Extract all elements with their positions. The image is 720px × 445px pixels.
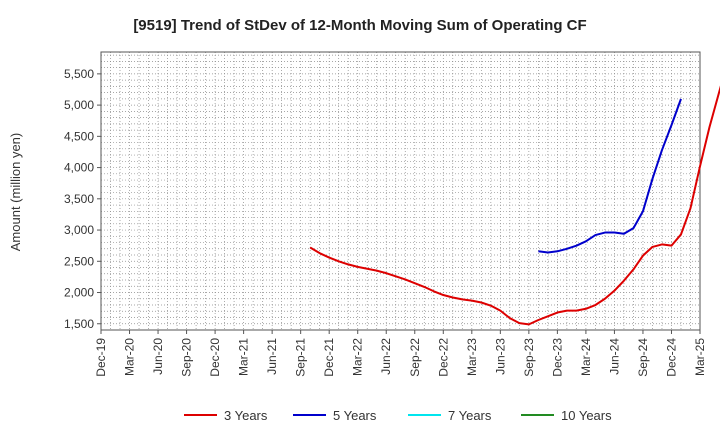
- x-tick-label: Jun-21: [265, 338, 279, 375]
- legend-item-10-years: 10 Years: [521, 408, 612, 423]
- x-tick-label: Jun-22: [379, 338, 393, 375]
- x-tick-label: Mar-23: [465, 338, 479, 376]
- x-tick-label: Jun-23: [493, 338, 507, 375]
- legend-label: 10 Years: [561, 408, 612, 423]
- y-tick-label: 3,000: [64, 223, 94, 237]
- x-tick-label: Dec-22: [436, 338, 450, 377]
- legend-label: 5 Years: [333, 408, 377, 423]
- x-tick-label: Mar-25: [693, 338, 707, 376]
- x-tick-label: Dec-19: [94, 338, 108, 377]
- y-tick-label: 1,500: [64, 317, 94, 331]
- x-tick-label: Mar-21: [237, 338, 251, 376]
- y-tick-label: 5,500: [64, 67, 94, 81]
- x-tick-label: Sep-21: [294, 338, 308, 377]
- x-tick-label: Sep-20: [180, 338, 194, 377]
- x-tick-label: Mar-20: [123, 338, 137, 376]
- legend-label: 3 Years: [224, 408, 268, 423]
- x-tick-label: Sep-24: [636, 338, 650, 377]
- legend: 3 Years 5 Years 7 Years 10 Years: [184, 408, 612, 423]
- y-tick-label: 4,000: [64, 161, 94, 175]
- plot-frame: [100, 51, 701, 331]
- series-line-3-years: [309, 85, 720, 326]
- x-tick-label: Dec-20: [208, 338, 222, 377]
- legend-label: 7 Years: [448, 408, 492, 423]
- x-tick-label: Jun-20: [151, 338, 165, 375]
- plot-area: 1,500 2,000 2,500 3,000 3,500 4,000 4,500 5,000…: [64, 51, 720, 377]
- x-tick-label: Sep-23: [522, 338, 536, 377]
- x-tick-label: Sep-22: [408, 338, 422, 377]
- x-tick-label: Mar-24: [579, 338, 593, 376]
- legend-item-5-years: 5 Years: [293, 408, 377, 423]
- x-tick-label: Dec-21: [322, 338, 336, 377]
- plot-background: [101, 52, 700, 330]
- x-tick-label: Jun-24: [607, 338, 621, 375]
- series-line-5-years: [538, 98, 682, 254]
- y-tick-label: 3,500: [64, 192, 94, 206]
- x-tick-label: Dec-24: [664, 338, 678, 377]
- y-tick-label: 2,000: [64, 286, 94, 300]
- chart-title: [9519] Trend of StDev of 12-Month Moving…: [133, 17, 586, 34]
- legend-item-3-years: 3 Years: [184, 408, 268, 423]
- y-tick-label: 2,500: [64, 254, 94, 268]
- x-tick-label: Mar-22: [351, 338, 365, 376]
- y-axis-label: Amount (million yen): [8, 133, 23, 252]
- y-tick-label: 4,500: [64, 129, 94, 143]
- y-tick-label: 5,000: [64, 98, 94, 112]
- x-tick-label: Dec-23: [550, 338, 564, 377]
- legend-item-7-years: 7 Years: [408, 408, 492, 423]
